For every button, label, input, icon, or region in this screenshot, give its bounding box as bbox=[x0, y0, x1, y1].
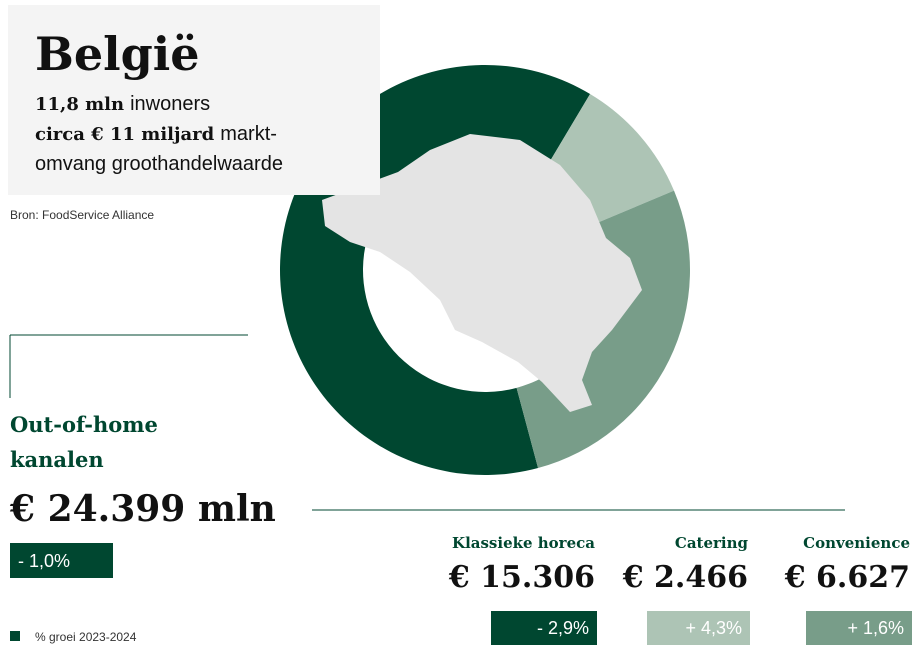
title: België bbox=[35, 27, 200, 81]
header-text: inwoners bbox=[130, 93, 210, 115]
source: Bron: FoodService Alliance bbox=[10, 208, 154, 222]
growth-box bbox=[647, 611, 750, 645]
header-text: markt- bbox=[220, 123, 277, 145]
header-bold: circa € 11 miljard bbox=[35, 124, 215, 145]
value-label: € 2.466 bbox=[622, 560, 748, 595]
legend-label: % groei 2023-2024 bbox=[35, 630, 137, 644]
category-label: Catering bbox=[675, 534, 749, 552]
legend-swatch bbox=[10, 631, 20, 641]
header-line: omvang groothandelwaarde bbox=[35, 153, 283, 175]
header-box bbox=[8, 5, 380, 195]
value-label: € 6.627 bbox=[784, 560, 910, 595]
total-title: Out-of-home bbox=[10, 412, 158, 437]
header-lines: 11,8 mln inwoners circa € 11 miljard markt-… bbox=[35, 93, 283, 175]
growth-label: - 2,9% bbox=[537, 618, 589, 638]
growth-box bbox=[491, 611, 597, 645]
header-bold: 11,8 mln bbox=[35, 94, 124, 115]
growth-label: + 4,3% bbox=[685, 618, 742, 638]
header-text: omvang groothandelwaarde bbox=[35, 153, 283, 175]
total-growth-label: - 1,0% bbox=[18, 551, 70, 571]
category-label: Convenience bbox=[803, 534, 910, 552]
total-growth-box bbox=[10, 543, 113, 578]
total-title: kanalen bbox=[10, 447, 104, 472]
category-label: Klassieke horeca bbox=[452, 534, 595, 552]
value-label: € 15.306 bbox=[448, 560, 595, 595]
belgium-map bbox=[322, 134, 642, 412]
total-value: € 24.399 mln bbox=[9, 488, 276, 530]
growth-box bbox=[806, 611, 912, 645]
growth-label: + 1,6% bbox=[847, 618, 904, 638]
header-line: 11,8 mln inwoners bbox=[35, 93, 210, 115]
header-line: circa € 11 miljard markt- bbox=[35, 123, 277, 145]
